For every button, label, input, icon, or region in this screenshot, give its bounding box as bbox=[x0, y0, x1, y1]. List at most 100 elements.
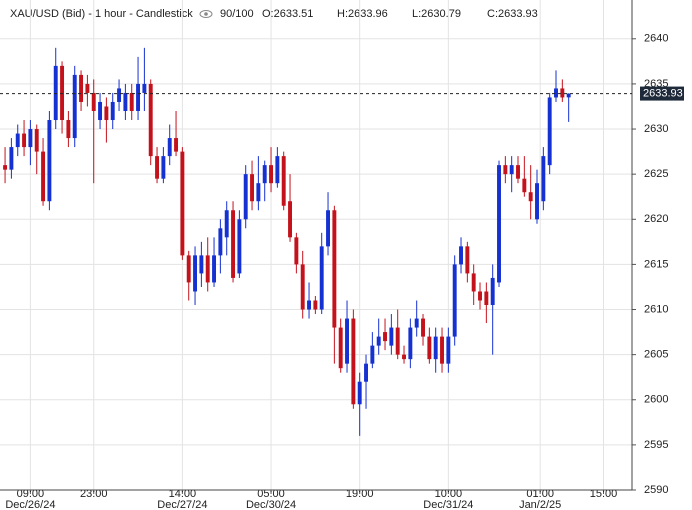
candle-body bbox=[528, 192, 533, 202]
candle-body bbox=[148, 83, 153, 157]
x-tick-label: 05:00 bbox=[257, 488, 285, 500]
candle-body bbox=[3, 165, 8, 170]
candle-body bbox=[535, 183, 539, 220]
candle-body bbox=[408, 327, 413, 360]
header-counter: 90/100 bbox=[220, 8, 254, 20]
candle-body bbox=[427, 336, 432, 360]
candle-body bbox=[490, 277, 495, 306]
y-tick-label: 2590 bbox=[644, 484, 668, 496]
candle-body bbox=[465, 246, 470, 274]
candle-body bbox=[34, 129, 39, 152]
x-tick-label: 10:00 bbox=[435, 488, 463, 500]
candle-body bbox=[142, 83, 147, 93]
candle-body bbox=[351, 318, 356, 405]
candle-body bbox=[218, 228, 223, 256]
candle-body bbox=[338, 327, 343, 369]
y-tick-label: 2595 bbox=[644, 439, 668, 451]
y-tick-label: 2600 bbox=[644, 394, 668, 406]
candle-body bbox=[421, 318, 425, 337]
grid bbox=[0, 0, 632, 491]
candle-body bbox=[307, 300, 311, 310]
candle-body bbox=[98, 101, 103, 121]
candle-body bbox=[478, 291, 482, 301]
price-label-box bbox=[640, 86, 684, 101]
candle-body bbox=[281, 156, 286, 206]
candle-body bbox=[53, 65, 58, 121]
candle-body bbox=[522, 178, 527, 193]
candle-body bbox=[269, 165, 274, 184]
y-tick-label: 2605 bbox=[644, 349, 668, 361]
x-tick-label: 14:00 bbox=[169, 488, 197, 500]
candle-body bbox=[161, 156, 166, 179]
candle-body bbox=[85, 83, 90, 93]
candle-body bbox=[243, 174, 248, 220]
x-date-label: Dec/30/24 bbox=[246, 499, 296, 510]
candle-body bbox=[389, 327, 394, 346]
candle-body bbox=[440, 336, 444, 364]
candle-body bbox=[313, 300, 318, 310]
x-date-label: Dec/26/24 bbox=[5, 499, 55, 510]
candle-body bbox=[104, 106, 109, 121]
candle-body bbox=[123, 92, 128, 111]
candle-body bbox=[560, 88, 565, 98]
x-tick-label: 23:00 bbox=[80, 488, 108, 500]
candle-body bbox=[503, 165, 508, 175]
candle-body bbox=[60, 65, 65, 121]
candle-body bbox=[446, 336, 451, 364]
candle-body bbox=[370, 345, 375, 364]
y-tick-label: 2615 bbox=[644, 258, 668, 270]
candle-body bbox=[72, 74, 77, 139]
candle-body bbox=[9, 147, 14, 170]
candle-body bbox=[110, 101, 115, 121]
candle-body bbox=[402, 354, 406, 360]
candle-body bbox=[332, 210, 337, 328]
x-date-label: Dec/27/24 bbox=[157, 499, 207, 510]
candle-body bbox=[231, 210, 236, 278]
candle-body bbox=[66, 120, 71, 139]
candle-body bbox=[79, 74, 84, 102]
candle-body bbox=[28, 129, 33, 148]
x-tick-label: 01:00 bbox=[526, 488, 554, 500]
candle-body bbox=[22, 133, 27, 148]
header-low: L:2630.79 bbox=[412, 8, 461, 20]
x-date-label: Dec/31/24 bbox=[423, 499, 473, 510]
candle-body bbox=[319, 246, 324, 310]
candle-body bbox=[275, 156, 280, 184]
candle-body bbox=[129, 92, 134, 111]
candle-body bbox=[136, 83, 141, 111]
candle-body bbox=[205, 255, 210, 283]
candle-body bbox=[288, 201, 292, 238]
candle-body bbox=[376, 336, 381, 346]
x-tick-label: 19:00 bbox=[346, 488, 374, 500]
header-high: H:2633.96 bbox=[337, 8, 388, 20]
candle-body bbox=[357, 381, 362, 405]
candle-body bbox=[383, 332, 387, 342]
y-tick-label: 2640 bbox=[644, 33, 668, 45]
eye-icon bbox=[199, 10, 213, 18]
candle-body bbox=[452, 264, 457, 337]
candle-body bbox=[180, 151, 185, 256]
candle-body bbox=[256, 183, 261, 202]
candle-body bbox=[174, 138, 179, 152]
candle-body bbox=[345, 318, 349, 364]
candle-body bbox=[47, 120, 52, 202]
y-tick-label: 2610 bbox=[644, 303, 668, 315]
candle-body bbox=[364, 363, 368, 382]
candle-body bbox=[212, 255, 217, 283]
candle-body bbox=[459, 246, 463, 265]
header-close: C:2633.93 bbox=[487, 8, 538, 20]
candle-body bbox=[547, 97, 552, 166]
candle-body bbox=[41, 151, 46, 202]
candle-body bbox=[497, 165, 501, 283]
header-title: XAU/USD (Bid) - 1 hour - Candlestick bbox=[10, 8, 193, 20]
candle-body bbox=[262, 165, 267, 184]
candle-body bbox=[155, 156, 160, 179]
candle-body bbox=[433, 336, 438, 360]
candle-body bbox=[326, 210, 330, 247]
candle-body bbox=[250, 174, 255, 202]
candle-body bbox=[117, 88, 122, 102]
candle-body bbox=[186, 255, 191, 283]
candle-body bbox=[554, 88, 558, 98]
candle-body bbox=[509, 165, 514, 175]
